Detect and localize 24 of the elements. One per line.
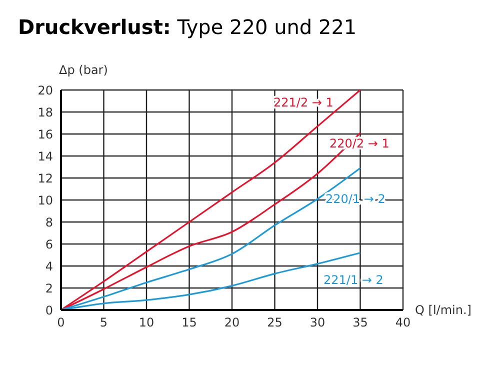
x-tick-label: 30 — [310, 316, 326, 330]
x-tick-label: 20 — [224, 316, 240, 330]
y-tick-label: 10 — [38, 193, 53, 208]
y-tick-label: 20 — [38, 83, 53, 98]
x-tick-label: 10 — [138, 316, 154, 330]
y-tick-label: 6 — [45, 237, 53, 252]
x-tick-label: 15 — [182, 316, 197, 330]
x-tick-label: 40 — [395, 316, 411, 330]
x-tick-label: 5 — [100, 316, 108, 330]
series-label: 221/1 → 2 — [324, 272, 384, 287]
chart-title: Druckverlust: Type 220 und 221 — [18, 15, 357, 39]
x-tick-label: 35 — [352, 316, 368, 330]
y-tick-label: 4 — [45, 259, 53, 274]
y-tick-label: 2 — [45, 281, 53, 296]
y-tick-label: 12 — [38, 171, 53, 186]
y-tick-label: 14 — [38, 149, 53, 164]
y-tick-label: 16 — [38, 127, 53, 142]
y-tick-label: 18 — [38, 105, 53, 120]
y-tick-label: 8 — [45, 215, 53, 230]
y-axis-title: Δp (bar) — [59, 63, 108, 77]
x-tick-label: 25 — [267, 316, 282, 330]
x-axis-title: Q [l/min.] — [415, 303, 472, 317]
y-tick-label: 0 — [45, 303, 53, 318]
x-tick-label: 0 — [57, 316, 65, 330]
